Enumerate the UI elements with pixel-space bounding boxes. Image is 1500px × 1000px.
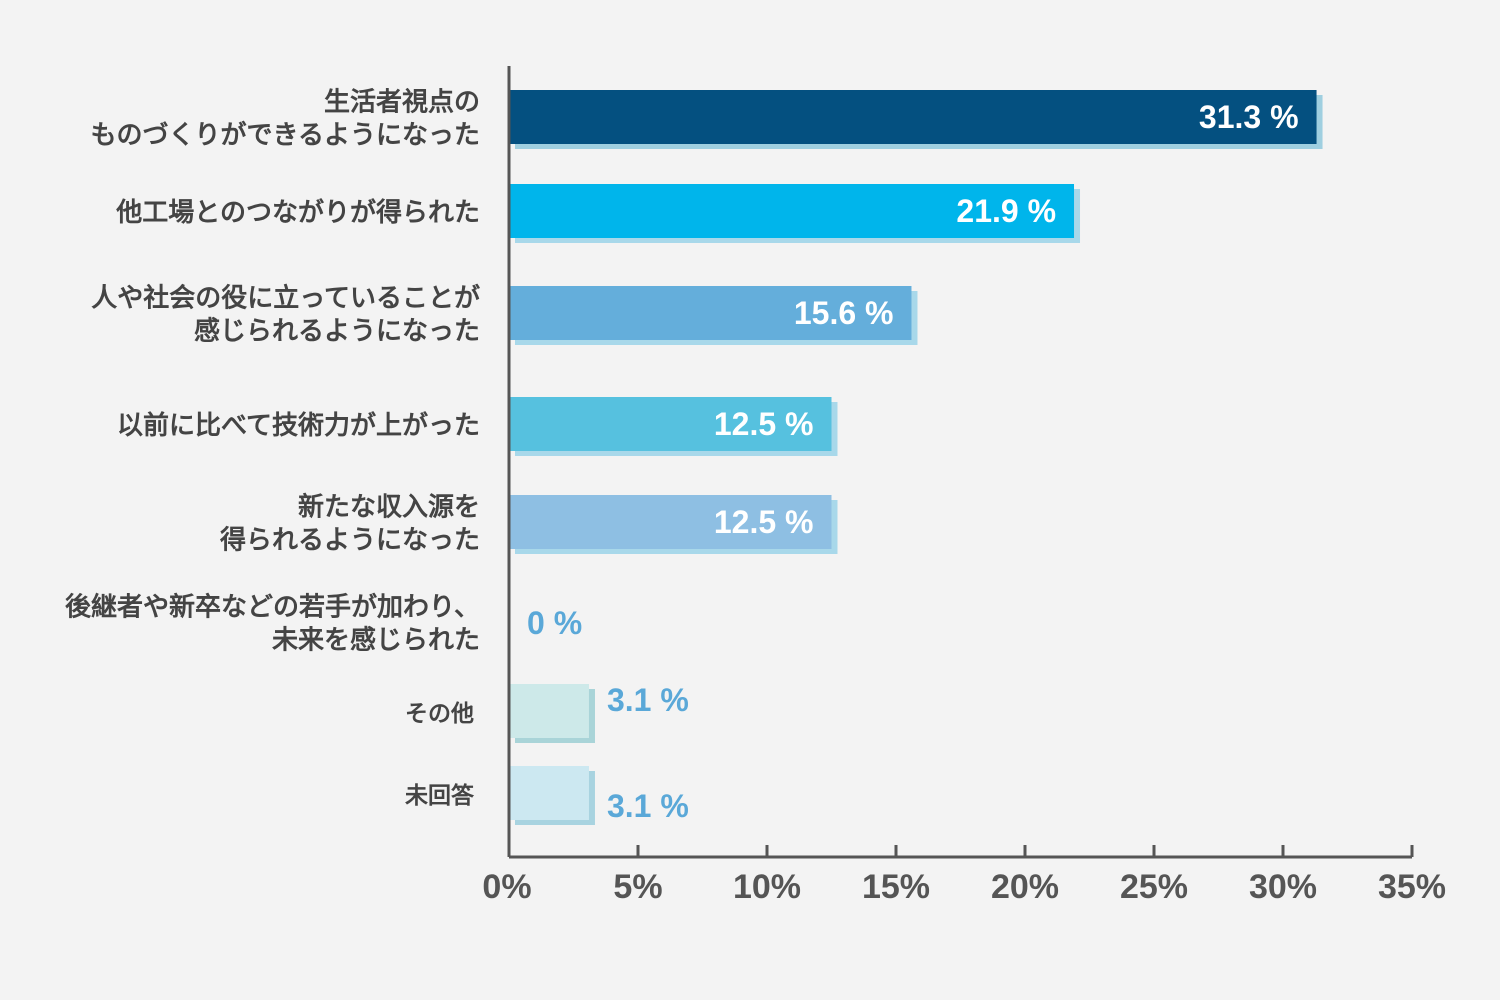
value-label: 3.1 %: [607, 682, 689, 718]
category-label: 未回答: [405, 782, 475, 809]
bar-7: [509, 766, 589, 820]
bars-layer: [509, 90, 1323, 825]
value-label: 12.5 %: [714, 504, 814, 540]
category-label: 後継者や新卒などの若手が加わり、未来を感じられた: [65, 592, 480, 656]
value-label: 12.5 %: [714, 406, 814, 442]
x-tick-label: 30%: [1249, 868, 1317, 906]
x-axis: 0% 5% 10% 15% 20% 25% 30% 35%: [482, 66, 1446, 906]
x-tick-label: 0%: [482, 868, 531, 906]
category-label: 以前に比べて技術力が上がった: [117, 410, 480, 441]
value-label: 0 %: [527, 605, 582, 641]
category-label: その他: [405, 701, 474, 727]
bar-6: [509, 684, 589, 738]
x-tick-label: 20%: [991, 868, 1059, 906]
value-label: 31.3 %: [1199, 99, 1299, 135]
bar-2: [509, 286, 912, 340]
x-tick-label: 35%: [1378, 868, 1446, 906]
value-label: 15.6 %: [794, 295, 894, 331]
category-label: 生活者視点のものづくりができるようになった: [91, 87, 480, 151]
category-label: 他工場とのつながりが得られた: [115, 197, 480, 228]
bar-3: [509, 397, 832, 451]
x-tick-label: 25%: [1120, 868, 1188, 906]
category-label: 新たな収入源を得られるようになった: [219, 492, 480, 556]
value-labels: 31.3 % 21.9 % 15.6 % 12.5 % 12.5 % 0 % 3.1 % 3.…: [527, 99, 1299, 824]
bar-0: [509, 90, 1317, 144]
value-label: 3.1 %: [607, 788, 689, 824]
bar-1: [509, 184, 1075, 238]
x-tick-label: 15%: [862, 868, 930, 906]
category-label: 人や社会の役に立っていることが感じられるようになった: [91, 283, 480, 347]
bar-4: [509, 495, 832, 549]
category-labels: 生活者視点のものづくりができるようになった他工場とのつながりが得られた人や社会の…: [65, 87, 480, 810]
value-label: 21.9 %: [956, 193, 1056, 229]
x-tick-label: 5%: [613, 868, 662, 906]
x-tick-label: 10%: [733, 868, 801, 906]
